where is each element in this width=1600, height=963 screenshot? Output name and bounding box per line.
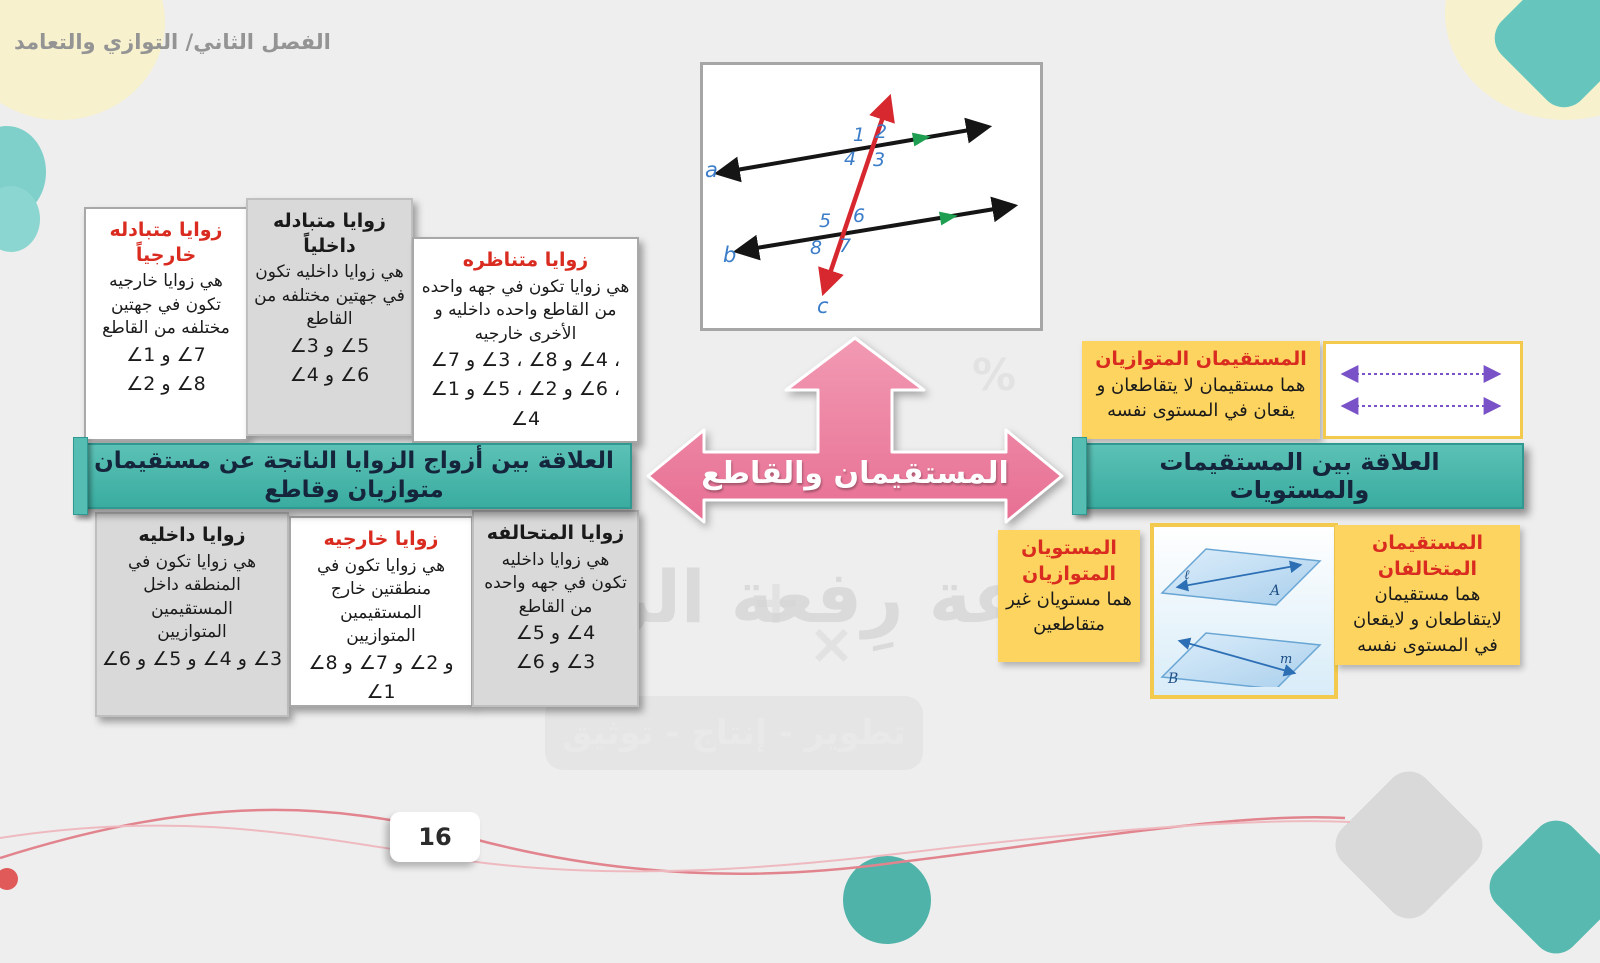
chapter-title: الفصل الثاني/ التوازي والتعامد (14, 30, 331, 54)
label-line-c: c (817, 294, 829, 318)
angle-pair: ∠2 و ∠8 (126, 373, 206, 396)
parallel-mark-b-icon (938, 211, 958, 226)
label-plane-b: B (1167, 671, 1178, 687)
label-line-b: b (723, 243, 736, 267)
line-b (732, 196, 1019, 261)
box-title: زوايا المتحالفه (486, 522, 625, 544)
transversal-diagram: a b c 1 2 4 3 5 6 8 7 (705, 93, 1019, 318)
center-title: المستقيمان والقاطع (701, 456, 1009, 491)
right-banner: العلاقة بين المستقيمات والمستويات (1072, 437, 1524, 515)
angle-list: ∠6 و ∠5 و ∠4 و ∠3 (101, 647, 283, 670)
page-number: 16 (390, 812, 480, 862)
watermark-badge: تطوير - إنتاج - توثيق (545, 696, 923, 770)
angle-5: 5 (819, 210, 831, 232)
box-corresponding-angles: زوايا متناظره هي زوايا تكون في جهه واحده… (412, 237, 639, 443)
box-title: المستقيمان المتخالفان (1372, 532, 1483, 580)
center-pink-arrows-shape (646, 336, 1064, 524)
box-co-interior-angles: زوايا المتحالفه هي زوايا داخليه تكون في … (472, 510, 639, 707)
box-body: هما مستقيمان لايتقاطعان و لايقعان في الم… (1353, 584, 1502, 656)
angle-pairs-line: ∠1 و ∠5 ، ∠2 و ∠6 ، ∠4 (430, 378, 621, 430)
watermark-big-text: وعة رِفعة الريا (555, 555, 1067, 639)
box-body: هي زوايا تكون في المنطقه داخل المستقيمين… (127, 551, 257, 643)
watermark-times-symbol: × (808, 612, 855, 677)
box-body: هما مستويان غير متقاطعين (1006, 589, 1132, 636)
parallel-planes-illustration-box: ℓ A m B (1150, 523, 1338, 699)
label-line-l: ℓ (1184, 568, 1190, 583)
angle-7: 7 (839, 235, 851, 257)
box-title: زوايا متبادله خارجياً (109, 219, 223, 266)
parallel-mark-a-icon (911, 132, 931, 147)
box-title: زوايا داخليه (138, 524, 246, 546)
angle-3: 3 (873, 149, 885, 171)
box-body: هي زوايا خارجيه تكون في جهتين مختلفه من … (102, 271, 230, 339)
angle-pair: ∠3 و ∠5 (289, 334, 370, 357)
box-alternate-interior-angles: زوايا متبادله داخلياً هي زوايا داخليه تك… (246, 198, 413, 436)
box-title: المستقيمان المتوازيان (1095, 348, 1307, 370)
left-banner: العلاقة بين أزواج الزوايا الناتجة عن مست… (73, 437, 632, 515)
angle-pairs-line: ∠7 و ∠3 ، ∠8 و ∠4 ، (430, 349, 621, 372)
watermark-plus-symbol: + (750, 565, 802, 638)
box-title: زوايا متناظره (462, 249, 589, 271)
label-line-m: m (1280, 652, 1292, 667)
watermark-badge-text: تطوير - إنتاج - توثيق (562, 713, 906, 753)
decor-pink-wave (0, 808, 1351, 875)
line-m (1177, 637, 1297, 677)
left-banner-title: العلاقة بين أزواج الزوايا الناتجة عن مست… (94, 448, 614, 503)
box-body: هما مستقيمان لا يتقاطعان و يقعان في المس… (1096, 374, 1306, 421)
angle-8: 8 (810, 237, 822, 259)
angle-1: 1 (853, 124, 865, 146)
decor-red-dot-bottomleft (0, 868, 18, 890)
box-title: زوايا خارجيه (323, 528, 439, 550)
box-interior-angles: زوايا داخليه هي زوايا تكون في المنطقه دا… (95, 512, 289, 717)
box-body: هي زوايا داخليه تكون في جهه واحده من الق… (484, 549, 627, 617)
angle-pair: ∠5 و ∠4 (515, 622, 596, 645)
angle-list: ∠8 و ∠7 و ∠2 و ∠1 (308, 651, 454, 703)
watermark-percent-symbol: % (972, 350, 1017, 401)
decor-yellow-blob-topleft (0, 0, 165, 120)
angle-pair: ∠1 و ∠7 (126, 343, 206, 366)
angle-4: 4 (844, 148, 856, 170)
box-parallel-lines: المستقيمان المتوازيان هما مستقيمان لا يت… (1082, 341, 1320, 439)
transversal-line-c (818, 93, 895, 297)
box-alternate-exterior-angles: زوايا متبادله خارجياً هي زوايا خارجيه تك… (84, 207, 248, 441)
right-banner-title: العلاقة بين المستقيمات والمستويات (1159, 448, 1440, 504)
label-plane-a: A (1268, 583, 1280, 599)
angle-pair: ∠4 و ∠6 (289, 364, 370, 387)
angle-6: 6 (853, 205, 865, 227)
box-skew-lines: المستقيمان المتخالفان هما مستقيمان لايتق… (1335, 525, 1520, 665)
parallel-planes-illustration: ℓ A m B (1160, 548, 1322, 690)
angle-pair: ∠6 و ∠3 (515, 651, 596, 674)
box-parallel-planes: المستويان المتوازيان هما مستويان غير متق… (998, 530, 1140, 662)
angle-2: 2 (875, 121, 887, 143)
parallel-lines-illustration-box (1323, 341, 1523, 439)
box-title: زوايا متبادله داخلياً (273, 210, 386, 257)
box-body: هي زوايا تكون في منطقتين خارج المستقيمين… (316, 555, 446, 647)
plane-b (1160, 632, 1322, 690)
transversal-diagram-box: a b c 1 2 4 3 5 6 8 7 (700, 62, 1043, 331)
parallel-lines-illustration (1340, 365, 1502, 415)
line-l (1175, 560, 1303, 592)
box-exterior-angles: زوايا خارجيه هي زوايا تكون في منطقتين خا… (289, 516, 473, 707)
box-title: المستويان المتوازيان (1021, 537, 1117, 585)
box-body: هي زوايا تكون في جهه واحده من القاطع واح… (421, 276, 630, 344)
page-number-text: 16 (418, 823, 452, 851)
box-body: هي زوايا داخليه تكون في جهتين مختلفه من … (254, 262, 405, 330)
label-line-a: a (705, 158, 718, 182)
